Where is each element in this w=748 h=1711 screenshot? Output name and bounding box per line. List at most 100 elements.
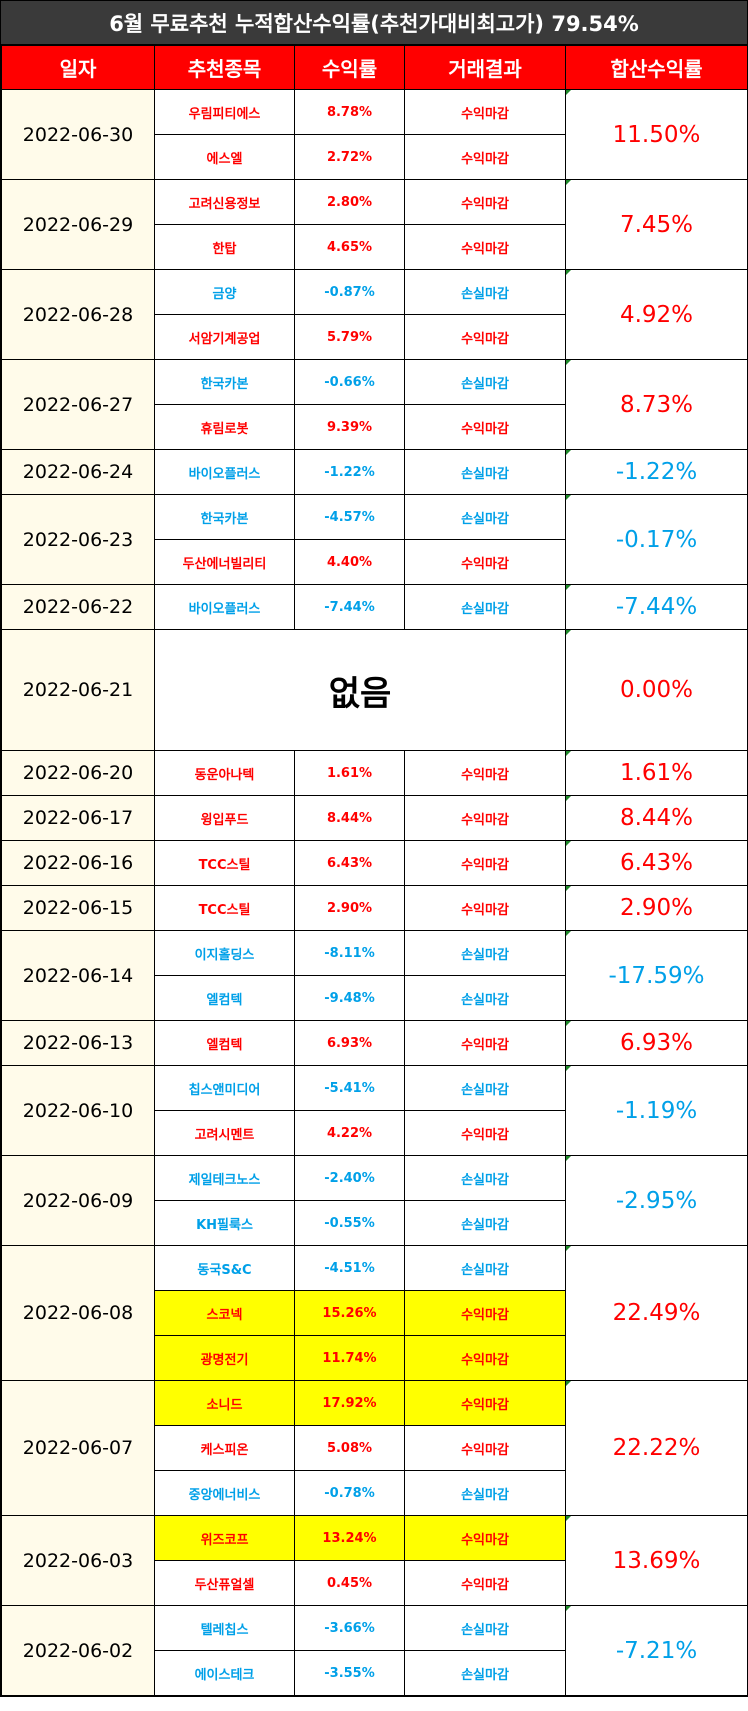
trade-result: 손실마감 [404,1245,566,1291]
return-rate: 5.79% [294,314,405,360]
header-result: 거래결과 [404,45,566,90]
stock-name: 고려시멘트 [154,1110,295,1156]
stock-name: 칩스앤미디어 [154,1065,295,1111]
total-return: -0.17% [565,494,748,585]
table-row: 2022-06-27 한국카본 -0.66% 손실마감 8.73% [1,359,748,450]
return-rate: 2.72% [294,134,405,180]
total-return: 4.92% [565,269,748,360]
total-return: -17.59% [565,930,748,1021]
stock-name: 엘컴텍 [154,1020,295,1066]
total-return: 7.45% [565,179,748,270]
stock-name: TCC스틸 [154,885,295,931]
total-return: 1.61% [565,750,748,796]
return-rate: -0.87% [294,269,405,315]
table-row: 엘컴텍 -9.48% 손실마감 [2,975,748,1021]
stock-name: 제일테크노스 [154,1155,295,1201]
stock-name: 동국S&C [154,1245,295,1291]
return-rate: -0.66% [294,359,405,405]
trade-result: 손실마감 [404,494,566,540]
page-title: 6월 무료추천 누적합산수익률(추천가대비최고가) 79.54% [1,1,747,45]
return-rate: 2.80% [294,179,405,225]
trade-result: 수익마감 [404,1335,566,1381]
stock-name: 우림피티에스 [154,89,295,135]
total-return: 22.22% [565,1380,748,1516]
trade-result: 손실마감 [404,269,566,315]
table-row: 2022-06-09 제일테크노스 -2.40% 손실마감 -2.95% [1,1155,748,1246]
table-row: 스코넥 15.26% 수익마감 [2,1290,748,1336]
stock-name: 한국카본 [154,359,295,405]
return-rate: -3.66% [294,1605,405,1651]
total-return: -1.19% [565,1065,748,1156]
return-rate: -0.55% [294,1200,405,1246]
return-rate: -1.22% [294,449,405,495]
trade-result: 수익마감 [404,404,566,450]
stock-name: 중앙에너비스 [154,1470,295,1516]
date-cell: 2022-06-13 [1,1020,155,1066]
date-cell: 2022-06-22 [1,584,155,630]
table-row: 2022-06-22 바이오플러스 -7.44% 손실마감 -7.44% [1,584,748,630]
stock-name: 동운아나텍 [154,750,295,796]
total-return: -2.95% [565,1155,748,1246]
trade-result: 수익마감 [404,1380,566,1426]
trade-result: 손실마감 [404,1155,566,1201]
return-rate: 4.22% [294,1110,405,1156]
trade-result: 수익마감 [404,1020,566,1066]
total-return: -1.22% [565,449,748,495]
table-row: 두산에너빌리티 4.40% 수익마감 [2,539,748,585]
stock-name: 바이오플러스 [154,449,295,495]
table-row: 한탑 4.65% 수익마감 [2,224,748,270]
return-rate: -4.51% [294,1245,405,1291]
date-cell: 2022-06-24 [1,449,155,495]
trade-result: 수익마감 [404,1110,566,1156]
no-recommendation: 없음 [154,629,566,751]
date-cell: 2022-06-10 [1,1065,155,1156]
return-rate: 4.40% [294,539,405,585]
return-rate: -3.55% [294,1650,405,1696]
stock-name: 바이오플러스 [154,584,295,630]
stock-name: 엘컴텍 [154,975,295,1021]
stock-name: 두산에너빌리티 [154,539,295,585]
date-cell: 2022-06-07 [1,1380,155,1516]
date-cell: 2022-06-20 [1,750,155,796]
date-cell: 2022-06-21 [1,629,155,751]
header-stock: 추천종목 [154,45,295,90]
stock-name: 이지홀딩스 [154,930,295,976]
trade-result: 수익마감 [404,885,566,931]
date-cell: 2022-06-23 [1,494,155,585]
trade-result: 손실마감 [404,1650,566,1696]
return-rate: -5.41% [294,1065,405,1111]
total-return: -7.21% [565,1605,748,1696]
return-rate: 0.45% [294,1560,405,1606]
return-rate: 9.39% [294,404,405,450]
return-rate: -8.11% [294,930,405,976]
table-row: 에이스테크 -3.55% 손실마감 [2,1650,748,1696]
total-return: 6.43% [565,840,748,886]
table-body: 2022-06-30 우림피티에스 8.78% 수익마감 11.50% 에스엘 2.72% 수… [1,89,748,1696]
trade-result: 수익마감 [404,1290,566,1336]
table-row: 2022-06-29 고려신용정보 2.80% 수익마감 7.45% [1,179,748,270]
return-rate: -0.78% [294,1470,405,1516]
stock-name: 두산퓨얼셀 [154,1560,295,1606]
return-rate: 6.93% [294,1020,405,1066]
stock-name: 스코넥 [154,1290,295,1336]
date-cell: 2022-06-17 [1,795,155,841]
table-row: 2022-06-24 바이오플러스 -1.22% 손실마감 -1.22% [1,449,748,495]
trade-result: 손실마감 [404,359,566,405]
total-return: 8.73% [565,359,748,450]
date-cell: 2022-06-28 [1,269,155,360]
stock-name: 텔레칩스 [154,1605,295,1651]
trade-result: 수익마감 [404,1425,566,1471]
return-rate: 5.08% [294,1425,405,1471]
date-cell: 2022-06-30 [1,89,155,180]
table-row: 2022-06-20 동운아나텍 1.61% 수익마감 1.61% [1,750,748,796]
table-row: 2022-06-10 칩스앤미디어 -5.41% 손실마감 -1.19% [1,1065,748,1156]
header-total: 합산수익률 [565,45,748,90]
trade-result: 손실마감 [404,975,566,1021]
stock-name: 서암기계공업 [154,314,295,360]
stock-name: 한탑 [154,224,295,270]
table-row: 2022-06-07 소니드 17.92% 수익마감 22.22% [1,1380,748,1516]
table-row: 2022-06-17 윙입푸드 8.44% 수익마감 8.44% [1,795,748,841]
trade-result: 수익마감 [404,314,566,360]
date-cell: 2022-06-09 [1,1155,155,1246]
total-return: 13.69% [565,1515,748,1606]
